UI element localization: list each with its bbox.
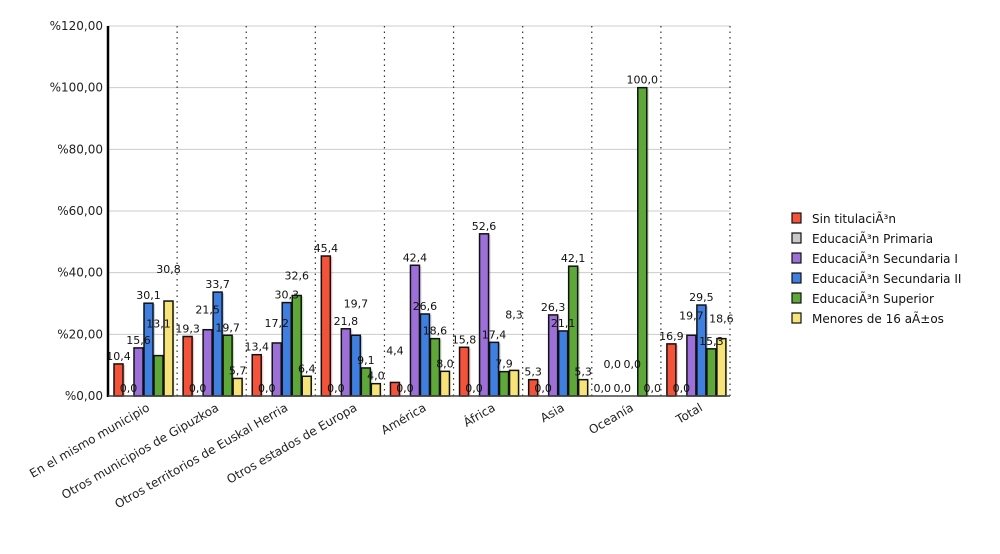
data-label: 26,3 [541, 301, 566, 314]
y-tick-label: %60,00 [57, 204, 103, 218]
y-tick-label: %40,00 [57, 266, 103, 280]
data-label: 6,4 [298, 362, 316, 375]
bar [439, 370, 451, 397]
data-label: 42,4 [403, 251, 428, 264]
data-label: 8,3 [505, 308, 523, 321]
data-label: 45,4 [314, 242, 339, 255]
x-tick-label: América [379, 400, 429, 437]
data-label: 5,3 [524, 366, 542, 379]
y-tick-label: %20,00 [57, 327, 103, 341]
data-label: 18,6 [709, 313, 734, 326]
data-label: 10,4 [106, 350, 131, 363]
data-label: 19,7 [679, 309, 704, 322]
data-label: 15,6 [126, 334, 151, 347]
data-label: 19,7 [215, 321, 240, 334]
data-label: 30,3 [274, 289, 299, 302]
x-tick-label: En el mismo municipio [27, 400, 152, 480]
data-label: 13,1 [146, 318, 171, 331]
data-label: 21,5 [195, 304, 220, 317]
data-label: 17,4 [482, 328, 507, 341]
data-label: 4,4 [386, 344, 404, 357]
bar [232, 377, 243, 397]
y-tick-label: %0,00 [65, 389, 103, 403]
x-tick-label: Oceanía [586, 400, 636, 437]
legend-swatch [791, 292, 802, 304]
data-label: 0,0 [604, 358, 622, 371]
data-label: 0,0 [624, 358, 642, 371]
data-label: 0,0 [644, 382, 662, 395]
x-tick-label: Total [673, 400, 705, 427]
data-label: 0,0 [327, 382, 345, 395]
legend-label: EducaciÃ³n Secundaria II [812, 271, 961, 286]
data-label: 5,7 [229, 364, 247, 377]
y-tick-label: %120,00 [50, 19, 103, 33]
data-label: 0,0 [120, 382, 138, 395]
bar [478, 233, 490, 397]
bar [291, 294, 302, 397]
data-label: 16,9 [659, 330, 684, 343]
data-label: 13,4 [244, 341, 269, 354]
data-label: 42,1 [561, 252, 586, 265]
legend-swatch [791, 272, 802, 284]
data-label: 8,0 [436, 357, 454, 370]
bar [163, 300, 174, 397]
data-label: 30,1 [136, 289, 161, 302]
bar [301, 375, 312, 397]
bar [706, 348, 717, 397]
legend-swatch [791, 252, 802, 264]
data-label: 0,0 [396, 382, 414, 395]
data-label: 19,3 [175, 322, 200, 335]
data-label: 100,0 [627, 74, 659, 87]
data-label: 4,0 [367, 370, 385, 383]
y-tick-label: %100,00 [50, 81, 103, 95]
legend-label: Sin titulaciÃ³n [812, 211, 896, 226]
data-label: 30,8 [156, 263, 181, 276]
data-label: 0,0 [673, 382, 691, 395]
data-label: 21,8 [334, 315, 359, 328]
bar [498, 370, 510, 397]
data-label: 29,5 [689, 291, 714, 304]
data-label: 0,0 [534, 382, 552, 395]
legend-label: Menores de 16 aÃ±os [812, 311, 944, 326]
data-label: 0,0 [614, 382, 632, 395]
data-label: 0,0 [189, 382, 207, 395]
data-label: 18,6 [423, 325, 448, 338]
data-label: 32,6 [284, 269, 309, 282]
legend-swatch [791, 212, 802, 224]
x-tick-label: Otros estados de Europa [224, 400, 359, 486]
bar [637, 86, 648, 397]
data-label: 19,7 [344, 297, 369, 310]
legend-label: EducaciÃ³n Superior [812, 291, 934, 306]
data-label: 33,7 [205, 278, 230, 291]
data-label: 0,0 [594, 382, 612, 395]
data-label: 15,3 [699, 335, 724, 348]
bar [508, 369, 520, 397]
bar [320, 255, 332, 397]
bar [409, 264, 421, 397]
x-tick-label: África [460, 400, 497, 430]
bar [153, 354, 164, 397]
data-label: 15,8 [452, 333, 477, 346]
data-label: 21,1 [551, 317, 576, 330]
data-label: 7,9 [495, 358, 513, 371]
legend-swatch [791, 232, 802, 244]
legend-swatch [791, 312, 802, 324]
data-label: 9,1 [357, 354, 375, 367]
y-tick-label: %80,00 [57, 142, 103, 156]
bar [577, 378, 589, 397]
bar [557, 330, 569, 397]
legend-label: EducaciÃ³n Secundaria I [812, 251, 958, 266]
data-label: 52,6 [472, 220, 497, 233]
legend-label: EducaciÃ³n Primaria [812, 231, 933, 246]
data-label: 0,0 [258, 382, 276, 395]
data-label: 0,0 [465, 382, 483, 395]
x-tick-label: Asia [538, 400, 567, 425]
data-labels: 10,4 0,0 15,6 30,1 13,1 30,8 19,3 0,0 21,5 33,7 19… [106, 74, 733, 395]
bar [370, 382, 382, 397]
data-label: 17,2 [264, 317, 289, 330]
data-label: 26,6 [413, 300, 438, 313]
data-label: 5,3 [574, 366, 592, 379]
